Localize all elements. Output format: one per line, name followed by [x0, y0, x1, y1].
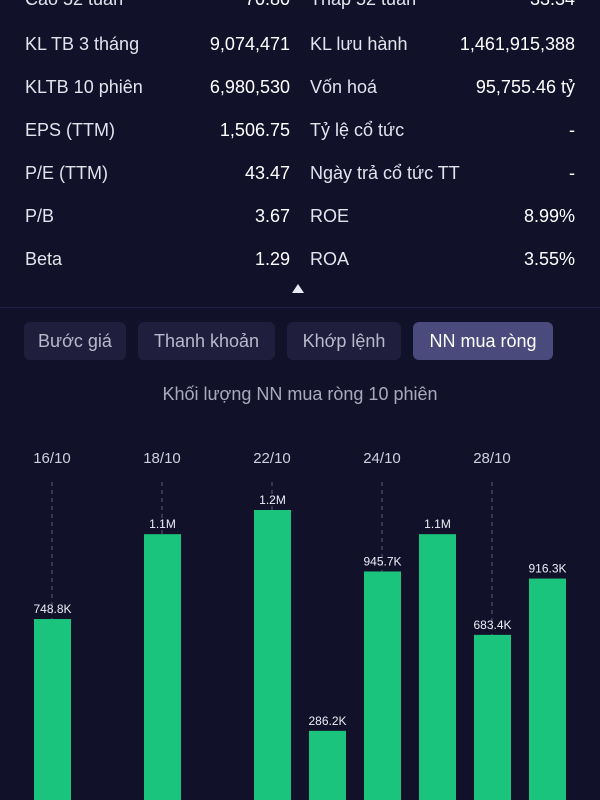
bar[interactable]: [309, 730, 346, 800]
stat-value: -: [569, 120, 575, 140]
tab-khop-lenh[interactable]: Khớp lệnh: [287, 322, 401, 360]
bar-value-label: 286.2K: [308, 714, 346, 728]
bar-value-label: 945.7K: [363, 554, 401, 568]
stat-value: 1,506.75: [219, 120, 290, 140]
stat-label: P/B: [25, 206, 55, 226]
x-tick-label: 16/10: [33, 450, 71, 467]
stat-label: Beta: [25, 249, 63, 269]
bar-value-label: 748.8K: [33, 602, 71, 616]
stat-label: Tỷ lệ cổ tức: [310, 120, 405, 140]
stat-label: Vốn hoá: [310, 77, 378, 97]
stat-value: 3.67: [254, 206, 290, 226]
bar[interactable]: [529, 578, 566, 800]
x-tick-label: 24/10: [363, 450, 401, 467]
stock-stats-grid: Cao 52 tuần70.80Thấp 52 tuần33.34KL TB 3…: [0, 0, 600, 280]
stat-value: 3.55%: [523, 249, 575, 269]
stat-label: Cao 52 tuần: [25, 0, 123, 21]
chart-title: Khối lượng NN mua ròng 10 phiên: [162, 384, 438, 404]
stat-row: P/E (TTM) 43.47 Ngày trả cổ tức TT -: [0, 152, 600, 195]
stat-label: EPS (TTM): [25, 120, 115, 140]
stat-label: KL lưu hành: [310, 34, 408, 54]
stat-value: 9,074,471: [209, 34, 290, 54]
stat-label: Ngày trả cổ tức TT: [310, 163, 460, 183]
stat-value: 33.34: [530, 0, 575, 21]
x-tick-label: 28/10: [473, 450, 511, 467]
bar-value-label: 1.1M: [149, 517, 176, 531]
caret-up-icon[interactable]: [292, 284, 304, 293]
stat-value: -: [569, 163, 575, 183]
stat-value: 95,755.46 tỷ: [475, 77, 575, 97]
bar[interactable]: [474, 634, 511, 800]
stat-row: KL TB 3 tháng 9,074,471 KL lưu hành 1,461,9…: [0, 23, 600, 66]
bar[interactable]: [364, 571, 401, 800]
bar[interactable]: [254, 510, 291, 800]
stat-row: Cao 52 tuần 70.80 Thấp 52 tuần 33.34: [0, 0, 600, 21]
stat-label: ROA: [310, 249, 350, 269]
stat-row: Beta 1.29 ROA 3.55%: [0, 238, 600, 281]
bar[interactable]: [144, 534, 181, 800]
stat-value: 8.99%: [523, 206, 575, 226]
stat-label: KL TB 3 tháng: [25, 34, 140, 54]
stat-row: KLTB 10 phiên 6,980,530 Vốn hoá 95,755.46 t…: [0, 66, 600, 109]
tab-buoc-gia[interactable]: Bước giá: [24, 322, 126, 360]
stat-value: 1,461,915,388: [459, 34, 575, 54]
stat-row: EPS (TTM) 1,506.75 Tỷ lệ cổ tức -: [0, 109, 600, 152]
bar-value-label: 1.1M: [424, 517, 451, 531]
stat-value: 6,980,530: [209, 77, 290, 97]
bar-value-label: 683.4K: [473, 618, 511, 632]
x-tick-label: 22/10: [253, 450, 291, 467]
divider: [0, 307, 600, 308]
stat-label: Thấp 52 tuần: [310, 0, 416, 21]
x-tick-label: 18/10: [143, 450, 181, 467]
tab-thanh-khoan[interactable]: Thanh khoản: [138, 322, 275, 360]
bar-value-label: 916.3K: [528, 562, 566, 576]
bar-value-label: 1.2M: [259, 493, 286, 507]
stat-label: KLTB 10 phiên: [25, 77, 143, 97]
bar[interactable]: [419, 534, 456, 800]
stat-value: 1.29: [254, 249, 290, 269]
stat-label: ROE: [310, 206, 350, 226]
net-foreign-buy-chart: 16/10 18/10 22/10 24/10 28/10 748.8K 1.1M 1.2M 2…: [0, 440, 600, 800]
stat-value: 43.47: [244, 163, 290, 183]
stat-row: P/B 3.67 ROE 8.99%: [0, 195, 600, 238]
stat-value: 70.80: [245, 0, 290, 21]
stat-label: P/E (TTM): [25, 163, 108, 183]
bar[interactable]: [34, 619, 71, 800]
tab-nn-mua-rong[interactable]: NN mua ròng: [413, 322, 553, 360]
